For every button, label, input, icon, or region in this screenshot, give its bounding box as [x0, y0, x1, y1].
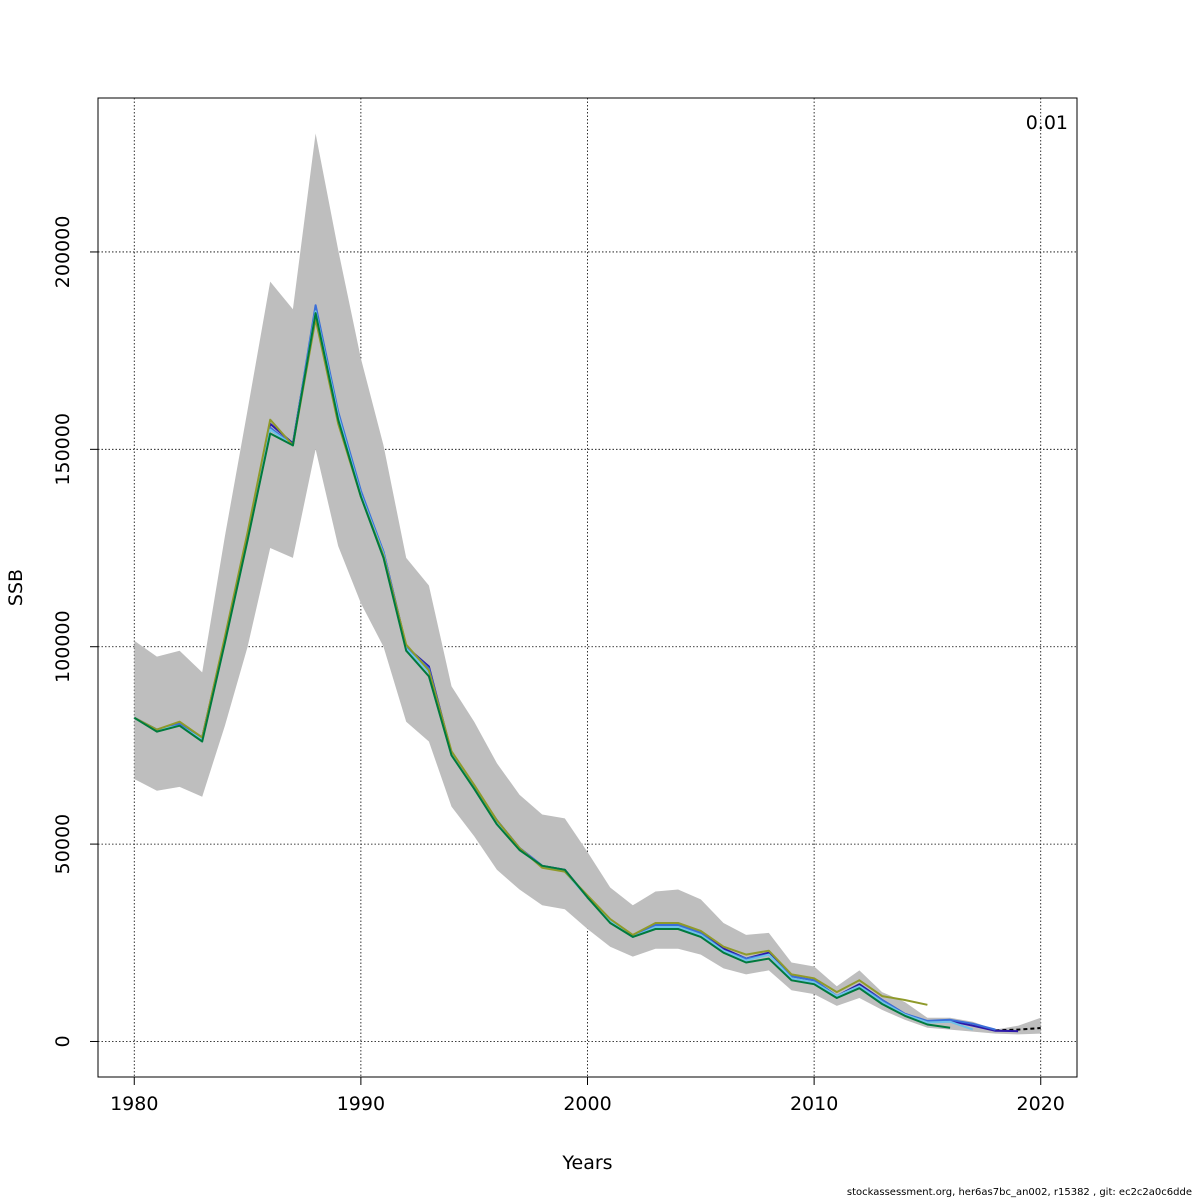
- y-tick-label: 200000: [52, 216, 74, 289]
- series-line-5: [133, 312, 951, 1029]
- y-tick-label: 100000: [52, 610, 74, 683]
- x-axis-title: Years: [561, 1152, 612, 1174]
- x-tick-label: 1980: [110, 1093, 158, 1115]
- y-axis-title: SSB: [5, 569, 27, 606]
- series-lines-layer: [133, 304, 1041, 1033]
- x-tick-label: 2000: [563, 1093, 611, 1115]
- corner-label: 0.01: [1026, 112, 1068, 134]
- y-tick-label: 50000: [52, 814, 74, 874]
- confidence-band: [134, 133, 1041, 1035]
- y-tick-label: 0: [52, 1035, 74, 1047]
- axes-layer: 1980 1990 2000 2010 2020 0 50000 100000 150000 20…: [52, 216, 1065, 1115]
- x-tick-label: 2010: [790, 1093, 838, 1115]
- y-tick-label: 150000: [52, 413, 74, 486]
- x-tick-label: 1990: [337, 1093, 385, 1115]
- confidence-band-layer: [134, 133, 1041, 1035]
- x-tick-label: 2020: [1017, 1093, 1065, 1115]
- footer-credit: stockassessment.org, her6as7bc_an002, r1…: [846, 1187, 1192, 1198]
- plot-frame: [97, 97, 1078, 1078]
